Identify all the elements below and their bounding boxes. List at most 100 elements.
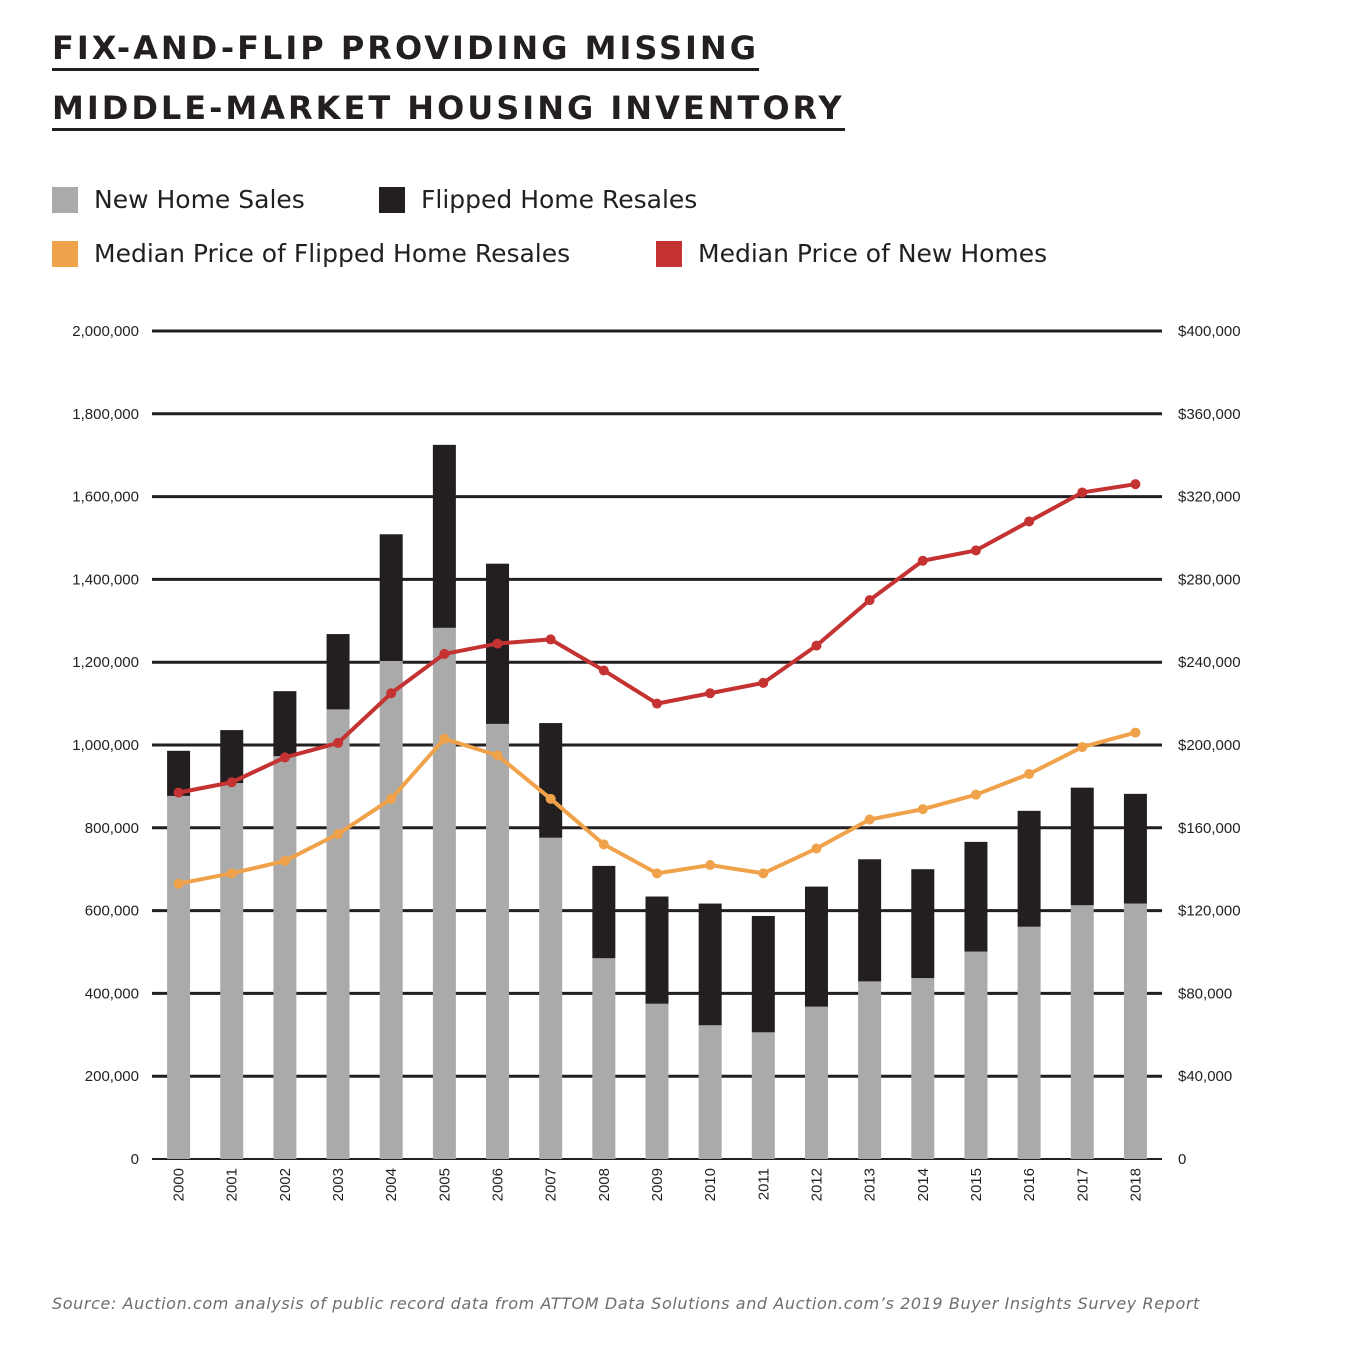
point-median-price-flipped <box>545 793 556 804</box>
bar-new-home-sales <box>379 660 403 1159</box>
bar-flipped-home-resales <box>539 723 563 838</box>
y-right-tick-label: $280,000 <box>1178 571 1241 588</box>
point-median-price-flipped <box>758 868 769 879</box>
point-median-price-new <box>333 737 344 748</box>
legend-swatch-median-price-new <box>656 240 682 267</box>
y-right-tick-label: $160,000 <box>1178 820 1241 837</box>
x-tick-label: 2004 <box>383 1168 400 1201</box>
point-median-price-flipped <box>705 860 716 871</box>
bar-new-home-sales <box>432 627 456 1159</box>
point-median-price-flipped <box>226 868 237 879</box>
x-tick-label: 2007 <box>543 1168 560 1201</box>
bar-flipped-home-resales <box>1123 793 1147 904</box>
x-tick-label: 2018 <box>1127 1168 1144 1201</box>
y-left-tick-label: 0 <box>131 1151 139 1168</box>
bar-new-home-sales <box>486 723 510 1159</box>
point-median-price-flipped <box>811 843 822 854</box>
x-tick-label: 2002 <box>277 1168 294 1201</box>
bar-new-home-sales <box>858 981 882 1159</box>
y-left-tick-label: 1,000,000 <box>72 737 139 754</box>
y-right-tick-label: $40,000 <box>1178 1068 1232 1085</box>
point-median-price-flipped <box>386 793 397 804</box>
x-tick-label: 2009 <box>649 1168 666 1201</box>
point-median-price-new <box>598 665 609 676</box>
y-right-tick-label: $120,000 <box>1178 903 1241 920</box>
y-left-tick-label: 400,000 <box>85 985 139 1002</box>
chart-title-line-1: FIX-AND-FLIP PROVIDING MISSING <box>52 28 759 71</box>
point-median-price-flipped <box>492 750 503 761</box>
y-right-tick-label: $360,000 <box>1178 406 1241 423</box>
legend-new-home-sales: New Home Sales <box>52 185 305 214</box>
bars <box>167 444 1147 1159</box>
point-median-price-new <box>652 698 662 709</box>
y-left-tick-label: 600,000 <box>85 903 139 920</box>
y-right-tick-label: $80,000 <box>1178 985 1232 1002</box>
point-median-price-new <box>1024 516 1035 527</box>
y-right-tick-label: $400,000 <box>1178 323 1241 340</box>
bar-flipped-home-resales <box>858 859 882 982</box>
y-left-tick-label: 1,400,000 <box>72 571 139 588</box>
y-left-tick-label: 1,800,000 <box>72 406 139 423</box>
y-right-tick-label: $320,000 <box>1178 489 1241 506</box>
bar-new-home-sales <box>645 1003 669 1159</box>
bar-flipped-home-resales <box>1017 810 1041 927</box>
bar-new-home-sales <box>220 783 244 1159</box>
x-tick-label: 2006 <box>490 1168 507 1201</box>
bar-new-home-sales <box>1017 926 1041 1159</box>
bar-flipped-home-resales <box>273 691 297 757</box>
bar-flipped-home-resales <box>432 444 456 628</box>
x-tick-label: 2016 <box>1021 1168 1038 1201</box>
point-median-price-flipped <box>864 814 875 825</box>
axes: 0 0 200,000 $40,000 400,000 $80,000 600,000 $12… <box>72 323 1240 1201</box>
x-tick-label: 2017 <box>1074 1168 1091 1201</box>
y-left-tick-label: 1,600,000 <box>72 489 139 506</box>
x-tick-label: 2003 <box>330 1168 347 1201</box>
bar-new-home-sales <box>273 756 297 1159</box>
gridlines <box>152 329 1162 1160</box>
point-median-price-new <box>705 688 716 699</box>
legend-swatch-flipped-home-resales <box>379 186 405 213</box>
y-left-tick-label: 200,000 <box>85 1068 139 1085</box>
bar-new-home-sales <box>326 709 350 1159</box>
y-right-tick-label: 0 <box>1178 1151 1186 1168</box>
point-median-price-flipped <box>173 878 184 889</box>
point-median-price-new <box>439 648 450 659</box>
bar-new-home-sales <box>964 951 988 1159</box>
legend-label-median-price-new: Median Price of New Homes <box>698 239 1048 268</box>
x-tick-label: 2013 <box>862 1168 879 1201</box>
legend-swatch-new-home-sales <box>52 186 78 213</box>
combo-chart: 0 0 200,000 $40,000 400,000 $80,000 600,000 $12… <box>72 323 1240 1201</box>
lines <box>173 479 1141 889</box>
bar-flipped-home-resales <box>167 750 191 796</box>
point-median-price-new <box>545 634 556 645</box>
x-tick-label: 2008 <box>596 1168 613 1201</box>
point-median-price-new <box>492 638 503 649</box>
bar-flipped-home-resales <box>1070 787 1094 906</box>
bar-flipped-home-resales <box>326 634 350 710</box>
point-median-price-new <box>279 752 290 763</box>
bar-new-home-sales <box>1070 905 1094 1159</box>
legend-flipped-home-resales: Flipped Home Resales <box>379 185 697 214</box>
point-median-price-new <box>226 777 237 788</box>
point-median-price-flipped <box>1130 727 1141 738</box>
y-left-tick-label: 1,200,000 <box>72 654 139 671</box>
bar-flipped-home-resales <box>804 886 828 1007</box>
bar-flipped-home-resales <box>698 903 722 1026</box>
point-median-price-new <box>1130 479 1141 490</box>
bar-new-home-sales <box>539 837 563 1159</box>
point-median-price-flipped <box>439 733 450 744</box>
legend-label-new-home-sales: New Home Sales <box>94 185 305 214</box>
x-tick-label: 2010 <box>702 1168 719 1201</box>
x-tick-label: 2011 <box>755 1168 772 1200</box>
legend-swatch-median-price-flipped <box>52 240 78 267</box>
bar-flipped-home-resales <box>751 915 775 1033</box>
point-median-price-flipped <box>598 839 609 850</box>
point-median-price-flipped <box>917 804 928 815</box>
point-median-price-flipped <box>970 789 981 800</box>
legend-label-flipped-home-resales: Flipped Home Resales <box>421 185 698 214</box>
point-median-price-flipped <box>1024 768 1035 779</box>
bar-flipped-home-resales <box>220 730 244 784</box>
point-median-price-new <box>811 640 822 651</box>
point-median-price-new <box>386 688 397 699</box>
y-left-tick-label: 800,000 <box>85 820 139 837</box>
